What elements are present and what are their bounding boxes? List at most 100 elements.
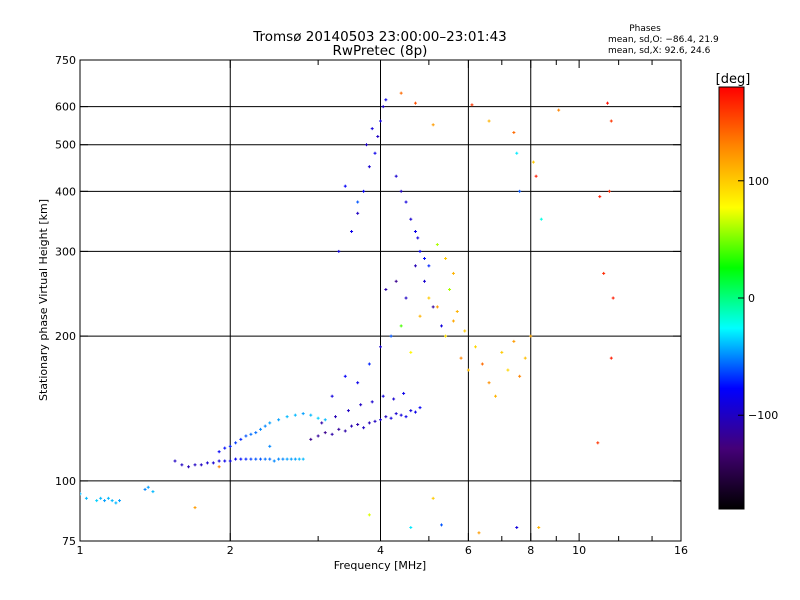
scatter-point (343, 184, 347, 188)
scatter-point (193, 506, 197, 510)
scatter-point (557, 108, 561, 112)
y-tick-label: 75 (62, 535, 76, 548)
scatter-point (480, 362, 484, 366)
scatter-point (239, 457, 243, 461)
scatter-point (602, 271, 606, 275)
scatter-point (330, 394, 334, 398)
scatter-point (337, 249, 341, 253)
scatter-point (293, 457, 297, 461)
stats-title: Phases (629, 24, 661, 34)
scatter-point (254, 457, 258, 461)
colorbar-ticks: 100 0 −100 (738, 175, 778, 422)
x-tick-label: 8 (527, 544, 534, 557)
scatter-point (367, 165, 371, 169)
scatter-point (598, 195, 602, 199)
scatter-point (384, 415, 388, 419)
scatter-point (277, 457, 281, 461)
scatter-point (413, 101, 417, 105)
scatter-point (268, 457, 272, 461)
y-axis-ticks: 75 100 200 300 400 500 600 750 (55, 54, 681, 548)
scatter-point (80, 492, 82, 496)
scatter-point (384, 287, 388, 291)
scatter-point (512, 131, 516, 135)
scatter-point (523, 356, 527, 360)
scatter-point (217, 450, 221, 454)
scatter-point (418, 314, 422, 318)
x-tick-label: 6 (465, 544, 472, 557)
y-tick-label: 400 (55, 185, 76, 198)
scatter-point (512, 339, 516, 343)
scatter-point (518, 374, 522, 378)
scatter-point (362, 189, 366, 193)
scatter-point (376, 135, 380, 139)
scatter-point (301, 457, 305, 461)
scatter-point (350, 424, 354, 428)
scatter-point (268, 421, 272, 425)
scatter-point (381, 394, 385, 398)
scatter-point (350, 229, 354, 233)
scatter-point (416, 236, 420, 240)
scatter-point (367, 421, 371, 425)
scatter-point (409, 217, 413, 221)
scatter-point (470, 103, 474, 107)
scatter-point (180, 463, 184, 467)
scatter-point (473, 345, 477, 349)
scatter-point (356, 211, 360, 215)
scatter-point (394, 174, 398, 178)
scatter-point (228, 459, 232, 463)
scatter-point (394, 279, 398, 283)
scatter-point (418, 406, 422, 410)
scatter-point (367, 362, 371, 366)
x-tick-label: 16 (674, 544, 688, 557)
scatter-point (379, 119, 382, 123)
scatter-point (356, 422, 360, 426)
scatter-point (309, 437, 313, 441)
scatter-point (370, 400, 374, 404)
scatter-point (422, 256, 426, 260)
x-tick-label: 10 (572, 544, 586, 557)
y-tick-label: 750 (55, 54, 76, 67)
colorbar (718, 86, 745, 510)
scatter-point (448, 287, 452, 291)
scatter-point (451, 271, 455, 275)
scatter-point (259, 457, 263, 461)
scatter-point (451, 319, 455, 323)
scatter-point (466, 368, 470, 372)
y-tick-label: 100 (55, 475, 76, 488)
scatter-point (316, 416, 320, 420)
scatter-point (244, 434, 248, 438)
scatter-point (515, 526, 519, 530)
scatter-point (114, 501, 118, 505)
scatter-point (151, 490, 155, 494)
scatter-point (249, 457, 253, 461)
scatter-point (399, 413, 403, 417)
scatter-point (193, 463, 197, 467)
x-tick-label: 4 (377, 544, 384, 557)
scatter-point (440, 523, 444, 527)
scatter-point (346, 409, 350, 413)
scatter-point (316, 434, 320, 438)
scatter-point (263, 424, 267, 428)
x-tick-label: 2 (227, 544, 234, 557)
scatter-point (362, 426, 366, 430)
scatter-point (330, 432, 334, 436)
scatter-point (399, 324, 403, 328)
scatter-point (211, 461, 215, 465)
scatter-point (444, 256, 448, 260)
scatter-point (320, 421, 324, 425)
chart-title-line2: RwPretec (8p) (333, 43, 428, 59)
y-axis-label: Stationary phase Virtual Height [km] (37, 199, 50, 401)
scatter-point (440, 324, 444, 328)
scatter-points (80, 91, 615, 535)
scatter-point (173, 459, 177, 463)
x-tick-label: 1 (77, 544, 84, 557)
grid-lines (80, 60, 681, 541)
colorbar-tick-label: −100 (748, 409, 778, 422)
scatter-point (272, 459, 276, 463)
colorbar-tick-label: 0 (748, 292, 755, 305)
scatter-point (394, 412, 398, 416)
scatter-point (515, 151, 519, 155)
scatter-point (402, 391, 406, 395)
scatter-point (389, 416, 393, 420)
scatter-point (531, 160, 535, 164)
